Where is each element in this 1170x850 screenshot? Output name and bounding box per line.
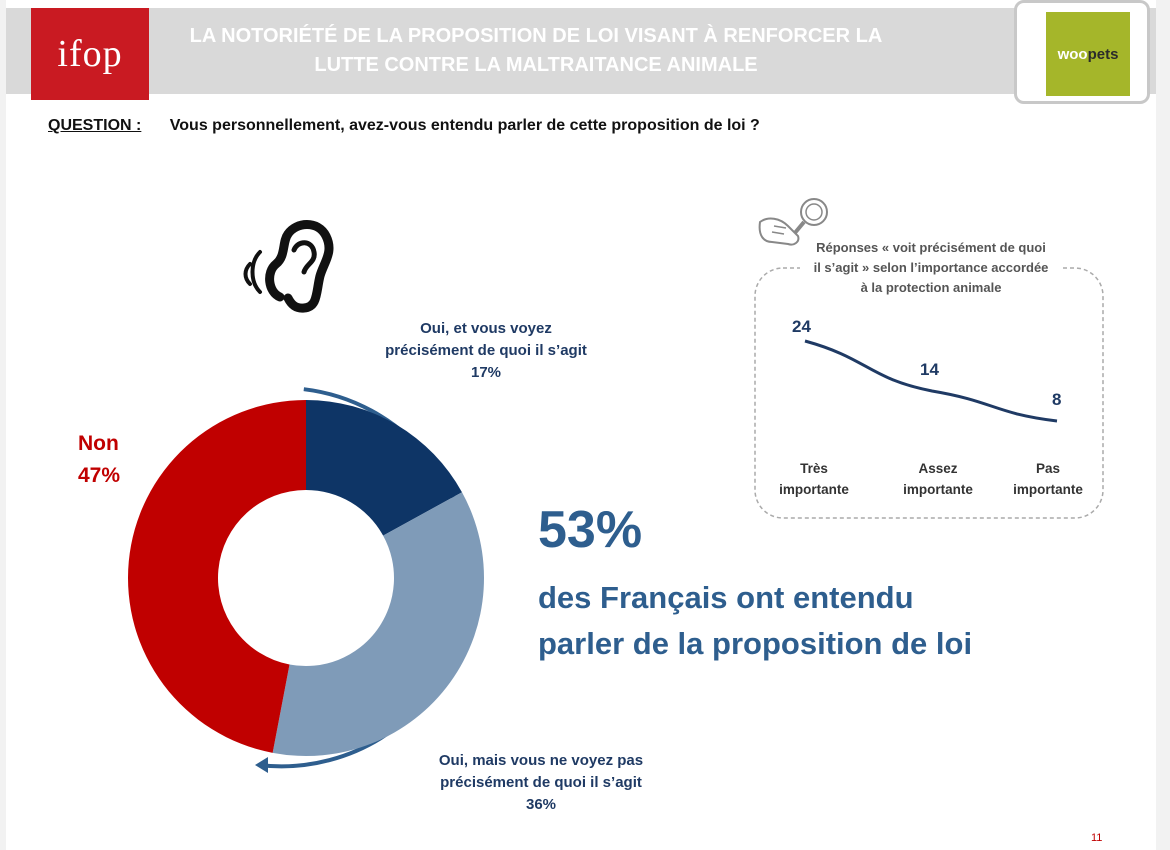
headline-line1: des Français ont entendu: [538, 580, 914, 615]
line-chart: [804, 339, 1058, 423]
headline-percent: 53%: [538, 501, 643, 559]
line-value-label: 8: [1052, 390, 1062, 409]
line-category-line1: Très: [800, 461, 828, 476]
header-band: [6, 8, 1156, 94]
label-oui-precis: Oui, et vous voyez précisément de quoi i…: [356, 318, 616, 384]
donut-slice: [272, 492, 484, 756]
headline-text: des Français ont entendu parler de la pr…: [538, 575, 972, 667]
line-category-label: Très importante: [764, 458, 864, 500]
inset-title: Réponses « voit précisément de quoi il s…: [800, 238, 1062, 298]
line-category-line2: importante: [779, 482, 849, 497]
line-category-line2: importante: [1013, 482, 1083, 497]
line-series: [804, 339, 1058, 423]
slide-title: LA NOTORIÉTÉ DE LA PROPOSITION DE LOI VI…: [186, 22, 886, 80]
label-oui-pas-precis-line1: Oui, mais vous ne voyez pas: [438, 752, 644, 769]
ear-icon: [243, 220, 334, 313]
label-non-text: Non: [78, 432, 119, 455]
line-category-line1: Assez: [918, 461, 958, 476]
woopets-logo: woo pets: [1046, 12, 1130, 96]
label-oui-pas-precis-line2: précisément de quoi il s’agit: [440, 774, 642, 791]
question-text: Vous personnellement, avez-vous entendu …: [169, 117, 760, 134]
line-category-line1: Pas: [1035, 461, 1061, 476]
donut-slice: [127, 400, 307, 753]
headline-line2: parler de la proposition de loi: [538, 626, 973, 661]
hand-magnifier-icon: [758, 198, 828, 246]
inset-title-line1: Réponses « voit précisément de quoi: [816, 240, 1046, 255]
label-oui-pas-precis: Oui, mais vous ne voyez pas précisément …: [406, 750, 676, 816]
label-non-value: 47%: [78, 464, 121, 487]
slide-title-line2: LUTTE CONTRE LA MALTRAITANCE ANIMALE: [314, 54, 758, 76]
line-value-label: 24: [792, 317, 811, 336]
slide-title-line1: LA NOTORIÉTÉ DE LA PROPOSITION DE LOI VI…: [189, 25, 883, 47]
label-oui-precis-line2: précisément de quoi il s’agit: [385, 342, 587, 359]
donut-chart: [127, 400, 484, 756]
line-value-label: 14: [920, 360, 939, 379]
label-oui-precis-line1: Oui, et vous voyez: [420, 320, 552, 337]
question-label: QUESTION :: [48, 117, 142, 134]
line-category-label: Assez importante: [888, 458, 988, 500]
slide: ifop LA NOTORIÉTÉ DE LA PROPOSITION DE L…: [6, 0, 1156, 850]
label-oui-pas-precis-value: 36%: [525, 796, 557, 813]
oui-bracket-arrowhead: [255, 757, 268, 773]
inset-title-line3: à la protection animale: [860, 280, 1002, 295]
charts-canvas: [127, 198, 1104, 773]
label-oui-precis-value: 17%: [470, 364, 502, 381]
inset-title-line2: il s’agit » selon l’importance accordée: [813, 260, 1049, 275]
woopets-logo-part1: woo: [1057, 45, 1088, 63]
page-number: 11: [1091, 832, 1103, 844]
line-category-line2: importante: [903, 482, 973, 497]
ifop-logo: ifop: [31, 8, 149, 100]
donut-slice: [306, 400, 462, 536]
line-category-label: Pas importante: [998, 458, 1098, 500]
label-non: Non 47%: [78, 428, 120, 492]
woopets-logo-part2: pets: [1087, 45, 1119, 63]
question: QUESTION : Vous personnellement, avez-vo…: [48, 117, 760, 135]
